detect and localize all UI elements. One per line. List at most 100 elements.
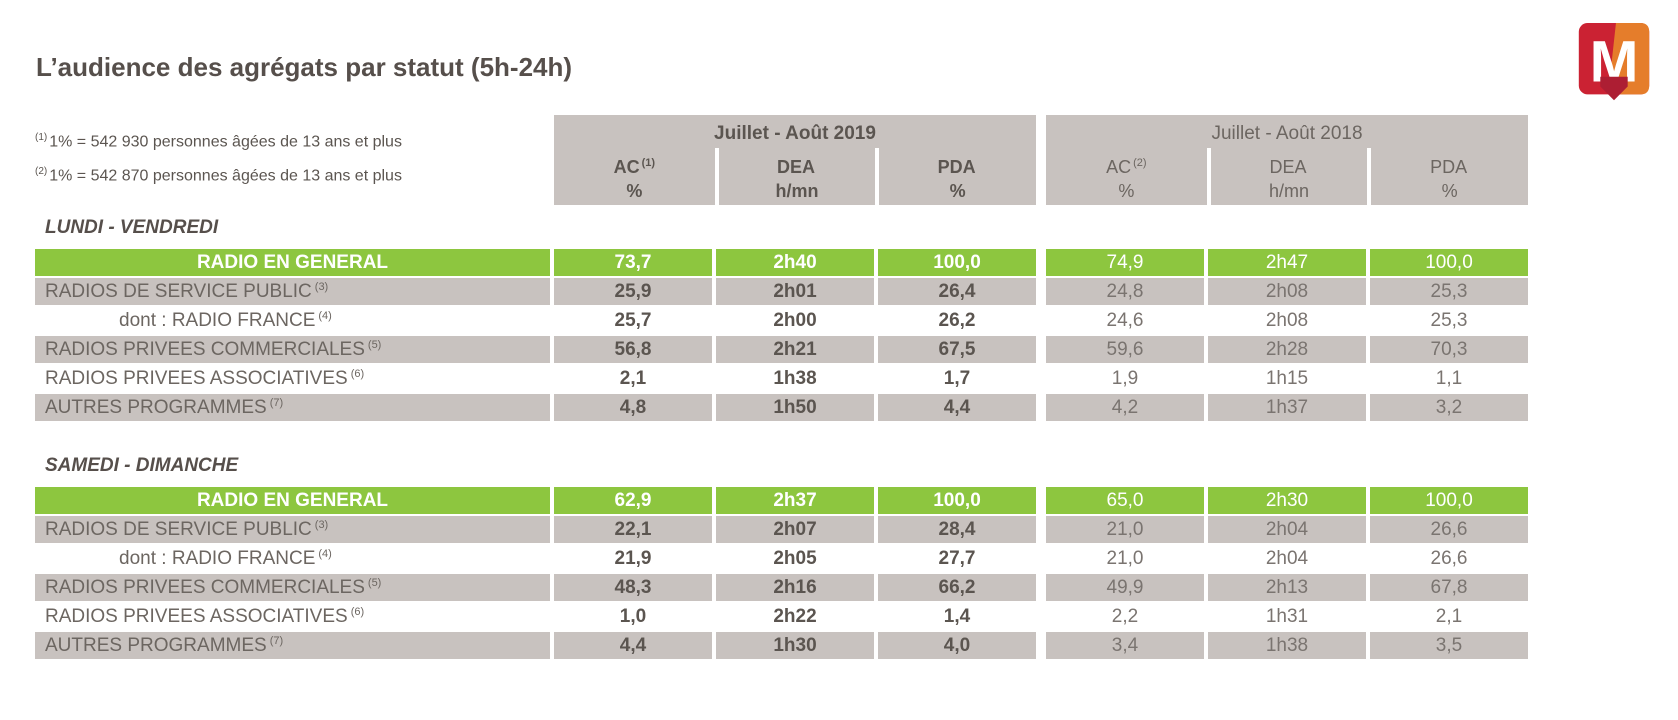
value-ac-2018: 74,9 xyxy=(1046,249,1204,276)
section-heading-lundi-vendredi: LUNDI - VENDREDI xyxy=(45,217,219,238)
column-header-ac-2019: AC (1) % xyxy=(613,157,656,201)
period-title-2019: Juillet - Août 2019 xyxy=(714,123,876,144)
column-header-pda-2018: PDA % xyxy=(1367,148,1528,205)
footnote-2-text: 1% = 542 870 personnes âgées de 13 ans e… xyxy=(49,167,402,185)
value-ac-2018: 4,2 xyxy=(1046,394,1204,421)
value-pda-2018: 67,8 xyxy=(1370,574,1528,601)
value-dea-2018: 2h08 xyxy=(1208,278,1366,305)
value-ac-2018: 59,6 xyxy=(1046,336,1204,363)
value-dea-2019: 2h22 xyxy=(773,605,817,627)
value-pda-2018: 70,3 xyxy=(1370,336,1528,363)
value-ac-2018: 2,2 xyxy=(1111,605,1139,627)
value-dea-2019: 1h50 xyxy=(716,394,874,421)
column-spacer xyxy=(1040,394,1042,421)
value-ac-2019: 4,8 xyxy=(554,394,712,421)
value-dea-2018: 1h38 xyxy=(1208,632,1366,659)
footnote-1-marker: (1) xyxy=(35,132,48,143)
period-header-2018: Juillet - Août 2018 AC (2) % DEA h/mn PDA… xyxy=(1046,115,1528,205)
value-ac-2019: 56,8 xyxy=(554,336,712,363)
value-dea-2018: 2h28 xyxy=(1208,336,1366,363)
column-header-ac-2018: AC (2) % xyxy=(1106,157,1147,201)
column-spacer xyxy=(1040,545,1042,572)
footnote-2-marker: (2) xyxy=(35,166,48,178)
table-header: (1) 1% = 542 930 personnes âgées de 13 an… xyxy=(35,115,1528,205)
value-ac-2019: 25,7 xyxy=(614,309,652,331)
value-pda-2019: 100,0 xyxy=(878,487,1036,514)
footnote-1: (1) 1% = 542 930 personnes âgées de 13 an… xyxy=(35,123,550,157)
value-pda-2019: 27,7 xyxy=(938,547,976,569)
row-label: RADIOS PRIVEES ASSOCIATIVES (6) xyxy=(45,605,365,627)
value-dea-2018: 2h04 xyxy=(1265,547,1309,569)
page-title: L’audience des agrégats par statut (5h-2… xyxy=(36,52,573,82)
footnote-2: (2) 1% = 542 870 personnes âgées de 13 an… xyxy=(35,157,550,191)
value-pda-2018: 100,0 xyxy=(1370,249,1528,276)
logo-down-arrow-icon xyxy=(1600,76,1628,101)
column-spacer xyxy=(1040,249,1042,276)
value-ac-2019: 25,9 xyxy=(554,278,712,305)
value-dea-2019: 2h05 xyxy=(773,547,817,569)
audience-table: (1) 1% = 542 930 personnes âgées de 13 an… xyxy=(35,115,1528,659)
value-dea-2019: 2h07 xyxy=(716,516,874,543)
period-title-2018: Juillet - Août 2018 xyxy=(1211,123,1363,144)
footnote-1-text: 1% = 542 930 personnes âgées de 13 ans e… xyxy=(49,133,402,151)
value-ac-2018: 65,0 xyxy=(1046,487,1204,514)
value-ac-2019: 1,0 xyxy=(619,605,647,627)
value-dea-2018: 2h30 xyxy=(1208,487,1366,514)
value-ac-2018: 21,0 xyxy=(1106,547,1144,569)
row-label-total: RADIO EN GENERAL xyxy=(35,487,550,514)
column-spacer xyxy=(1040,632,1042,659)
section-rows-lundi-vendredi: RADIO EN GENERAL 73,7 2h40 100,0 74,9 2h… xyxy=(35,249,1528,421)
row-label-indented: dont : RADIO FRANCE (4) xyxy=(119,547,332,569)
value-dea-2019: 2h37 xyxy=(716,487,874,514)
column-spacer xyxy=(1040,336,1042,363)
row-label: RADIOS DE SERVICE PUBLIC (3) xyxy=(35,516,550,543)
footnotes: (1) 1% = 542 930 personnes âgées de 13 an… xyxy=(35,123,550,192)
row-label: RADIOS PRIVEES ASSOCIATIVES (6) xyxy=(45,367,365,389)
value-dea-2018: 1h15 xyxy=(1265,367,1309,389)
value-dea-2018: 2h04 xyxy=(1208,516,1366,543)
value-dea-2018: 2h08 xyxy=(1265,309,1309,331)
value-pda-2019: 1,4 xyxy=(943,605,971,627)
row-label: RADIOS DE SERVICE PUBLIC (3) xyxy=(35,278,550,305)
value-ac-2018: 24,8 xyxy=(1046,278,1204,305)
value-pda-2019: 67,5 xyxy=(878,336,1036,363)
column-header-dea-2019: DEA h/mn xyxy=(714,148,876,205)
value-pda-2018: 26,6 xyxy=(1430,547,1468,569)
value-pda-2018: 2,1 xyxy=(1435,605,1463,627)
value-ac-2019: 73,7 xyxy=(554,249,712,276)
value-pda-2018: 1,1 xyxy=(1435,367,1463,389)
value-dea-2018: 2h47 xyxy=(1208,249,1366,276)
value-dea-2019: 1h38 xyxy=(773,367,817,389)
row-label: RADIOS PRIVEES COMMERCIALES (5) xyxy=(35,574,550,601)
value-pda-2018: 25,3 xyxy=(1370,278,1528,305)
value-pda-2019: 28,4 xyxy=(878,516,1036,543)
value-ac-2018: 24,6 xyxy=(1106,309,1144,331)
value-pda-2018: 3,2 xyxy=(1370,394,1528,421)
value-ac-2018: 3,4 xyxy=(1046,632,1204,659)
value-ac-2019: 21,9 xyxy=(614,547,652,569)
value-ac-2018: 49,9 xyxy=(1046,574,1204,601)
value-pda-2019: 26,4 xyxy=(878,278,1036,305)
column-spacer xyxy=(1040,574,1042,601)
value-dea-2019: 2h00 xyxy=(773,309,817,331)
value-dea-2018: 1h31 xyxy=(1265,605,1309,627)
column-spacer xyxy=(1040,278,1042,305)
value-ac-2019: 48,3 xyxy=(554,574,712,601)
column-header-pda-2019: PDA % xyxy=(875,148,1036,205)
value-pda-2019: 4,4 xyxy=(878,394,1036,421)
value-pda-2018: 26,6 xyxy=(1370,516,1528,543)
row-label: AUTRES PROGRAMMES (7) xyxy=(35,394,550,421)
value-dea-2018: 2h13 xyxy=(1208,574,1366,601)
value-pda-2019: 4,0 xyxy=(878,632,1036,659)
period-header-2019: Juillet - Août 2019 AC (1) % DEA h/mn PDA… xyxy=(554,115,1036,205)
column-spacer xyxy=(1040,365,1042,392)
row-label: AUTRES PROGRAMMES (7) xyxy=(35,632,550,659)
column-spacer xyxy=(1040,516,1042,543)
column-spacer xyxy=(1040,603,1042,630)
value-dea-2019: 2h01 xyxy=(716,278,874,305)
value-dea-2019: 2h16 xyxy=(716,574,874,601)
value-pda-2019: 66,2 xyxy=(878,574,1036,601)
value-pda-2019: 1,7 xyxy=(943,367,971,389)
value-dea-2018: 1h37 xyxy=(1208,394,1366,421)
value-dea-2019: 2h21 xyxy=(716,336,874,363)
